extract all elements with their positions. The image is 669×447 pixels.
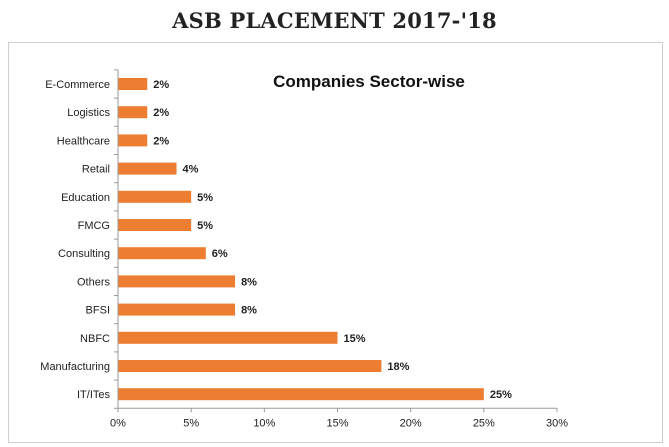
bar	[118, 162, 177, 175]
page-heading: ASB PLACEMENT 2017-'18	[172, 8, 497, 33]
bar	[118, 219, 192, 231]
bar	[118, 134, 148, 147]
x-tick-label: 5%	[183, 417, 199, 429]
data-label: 5%	[197, 192, 213, 204]
data-label: 25%	[490, 389, 512, 401]
bar	[118, 247, 206, 260]
bar	[118, 78, 148, 90]
x-tick-label: 20%	[400, 417, 422, 429]
chart-title: Companies Sector-wise	[273, 72, 465, 91]
category-label: Consulting	[58, 248, 110, 260]
bar	[118, 331, 338, 344]
category-label: IT/ITes	[77, 389, 111, 401]
data-label: 2%	[153, 107, 169, 119]
category-label: E-Commerce	[45, 79, 110, 91]
bar	[118, 360, 382, 372]
x-tick-label: 0%	[110, 417, 126, 429]
category-label: NBFC	[80, 333, 110, 345]
data-label: 4%	[183, 164, 199, 176]
x-tick-label: 10%	[253, 417, 275, 429]
data-label: 18%	[387, 361, 409, 373]
bar	[118, 275, 236, 288]
bar	[118, 303, 236, 316]
data-label: 5%	[197, 220, 213, 232]
bars-group: 2% 2% 2% 4% 5% 5% 6% 8% 8% 15% 18% 25%	[118, 78, 512, 401]
data-label: 8%	[241, 305, 257, 317]
data-label: 8%	[241, 276, 257, 288]
category-label: Others	[77, 276, 111, 288]
category-label: Logistics	[67, 107, 110, 119]
x-tick-label: 25%	[473, 417, 495, 429]
axes-group: E-Commerce Logistics Healthcare Retail Educa…	[40, 69, 568, 429]
data-label: 2%	[153, 135, 169, 147]
bar	[118, 388, 484, 401]
bar	[118, 190, 192, 203]
data-label: 6%	[212, 248, 228, 260]
category-label: Healthcare	[57, 135, 110, 147]
data-label: 15%	[344, 333, 366, 345]
category-label: Retail	[82, 164, 110, 176]
category-label: Manufacturing	[40, 361, 110, 373]
data-label: 2%	[153, 79, 169, 91]
category-label: FMCG	[78, 220, 110, 232]
category-label: Education	[61, 192, 110, 204]
category-label: BFSI	[86, 305, 110, 317]
x-tick-label: 15%	[326, 417, 348, 429]
bar	[118, 106, 148, 119]
chart-frame	[8, 42, 663, 443]
x-tick-label: 30%	[546, 417, 568, 429]
